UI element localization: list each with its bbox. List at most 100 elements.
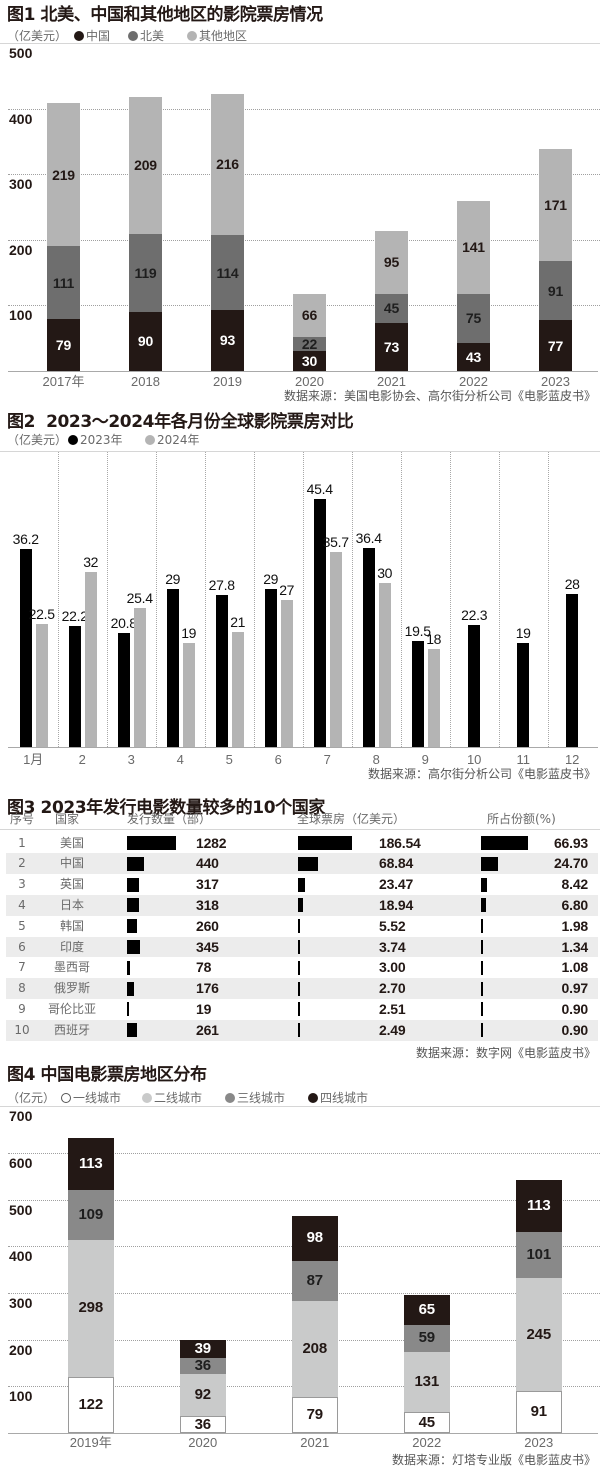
bar-segment: 30 bbox=[293, 351, 326, 371]
bar-value-label: 131 bbox=[414, 1373, 440, 1391]
y-axis-tick-label: 200 bbox=[9, 1341, 33, 1358]
bar bbox=[378, 583, 391, 747]
bar-value-label: 28 bbox=[564, 576, 580, 593]
films-count-value: 260 bbox=[196, 917, 219, 934]
rank-cell: 1 bbox=[18, 835, 26, 850]
y-axis-tick-label: 100 bbox=[9, 307, 33, 324]
country-cell: 俄罗斯 bbox=[53, 981, 90, 996]
bar-segment: 122 bbox=[68, 1376, 114, 1433]
bar-value-label: 79 bbox=[55, 337, 72, 354]
bar-value-label: 77 bbox=[547, 337, 564, 354]
bar-value-label: 18 bbox=[426, 630, 442, 647]
bar-value-label: 111 bbox=[52, 274, 75, 291]
bar-value-label: 298 bbox=[78, 1299, 104, 1317]
legend-item-label: 2023年 bbox=[80, 433, 123, 447]
legend-item-label: 其他地区 bbox=[199, 29, 248, 43]
bar-segment: 101 bbox=[516, 1231, 562, 1279]
rank-cell: 2 bbox=[18, 856, 26, 871]
bar-value-label: 29 bbox=[165, 570, 181, 587]
global-box-office-bar bbox=[298, 877, 305, 892]
bar bbox=[517, 643, 530, 747]
bar-value-label: 35.7 bbox=[322, 534, 349, 551]
global-box-office-bar bbox=[298, 898, 304, 913]
bar bbox=[362, 548, 375, 747]
bar-value-label: 73 bbox=[383, 339, 400, 356]
bar-segment: 75 bbox=[457, 293, 490, 343]
x-axis-category-label: 2021 bbox=[377, 374, 406, 389]
films-count-bar bbox=[127, 898, 140, 913]
y-axis-tick-label: 300 bbox=[9, 1294, 33, 1311]
bar-value-label: 95 bbox=[383, 254, 400, 271]
films-count-value: 1282 bbox=[196, 834, 227, 851]
table-row: 9 哥伦比亚 19 2.51 0.90 bbox=[6, 999, 598, 1020]
bar-value-label: 65 bbox=[418, 1300, 436, 1318]
bar-value-label: 29 bbox=[263, 570, 279, 587]
bar-value-label: 19 bbox=[181, 625, 197, 642]
bar bbox=[84, 572, 97, 747]
x-axis-month-label: 12 bbox=[564, 752, 580, 767]
global-box-office-value: 68.84 bbox=[379, 855, 414, 872]
x-axis-category-label: 2022 bbox=[459, 374, 488, 389]
figure-4-title: 图4 中国电影票房地区分布 bbox=[7, 1065, 207, 1085]
figure-2-legend: （亿美元） 2023年 2024年 bbox=[0, 433, 600, 447]
bar-segment: 79 bbox=[47, 319, 80, 371]
legend-item-label: 四线城市 bbox=[320, 1091, 369, 1105]
bar-value-label: 36 bbox=[194, 1415, 212, 1433]
legend-unit-label: （亿美元） bbox=[7, 433, 68, 447]
bar-value-label: 98 bbox=[306, 1229, 324, 1247]
bar-segment: 119 bbox=[129, 233, 162, 312]
bar-value-label: 27 bbox=[279, 581, 295, 598]
global-box-office-bar bbox=[298, 835, 352, 850]
bar-segment: 131 bbox=[404, 1352, 450, 1413]
month-separator bbox=[400, 452, 402, 747]
bar bbox=[133, 608, 146, 747]
bar-segment: 22 bbox=[293, 336, 326, 353]
bar-value-label: 92 bbox=[194, 1386, 212, 1404]
legend-item-label: 北美 bbox=[140, 29, 165, 43]
films-count-value: 261 bbox=[196, 1021, 219, 1038]
month-separator bbox=[204, 452, 206, 747]
figure-3-title: 图3 2023年发行电影数量较多的10个国家 bbox=[7, 798, 325, 818]
bar-segment: 65 bbox=[404, 1295, 450, 1325]
market-share-value: 0.97 bbox=[561, 980, 589, 997]
bar-segment: 73 bbox=[375, 323, 408, 371]
bar-value-label: 36.2 bbox=[12, 531, 39, 548]
films-count-bar bbox=[127, 960, 130, 975]
y-axis-tick-label: 400 bbox=[9, 1248, 33, 1265]
bar-value-label: 22 bbox=[301, 336, 318, 353]
market-share-value: 1.08 bbox=[561, 959, 589, 976]
x-axis-category-label: 2022 bbox=[412, 1435, 442, 1450]
bar-segment: 245 bbox=[516, 1278, 562, 1392]
legend-marker-icon bbox=[145, 435, 155, 445]
bar-segment: 113 bbox=[68, 1137, 114, 1190]
figure-2-top-rule bbox=[0, 451, 600, 452]
x-axis-month-label: 7 bbox=[323, 752, 331, 767]
bar-segment: 98 bbox=[292, 1215, 338, 1261]
bar-value-label: 216 bbox=[216, 156, 239, 173]
y-axis-tick-label: 600 bbox=[9, 1154, 33, 1171]
bar-segment: 92 bbox=[180, 1374, 226, 1417]
bar-segment: 90 bbox=[129, 311, 162, 371]
bar-value-label: 22.5 bbox=[28, 606, 55, 623]
global-box-office-value: 5.52 bbox=[379, 917, 406, 934]
bar-value-label: 75 bbox=[465, 310, 482, 327]
figure-1-legend: （亿美元） 中国 北美 其他地区 bbox=[0, 29, 600, 43]
films-count-bar bbox=[127, 1023, 137, 1038]
bar-segment: 79 bbox=[292, 1396, 338, 1433]
legend-unit-label: （亿美元） bbox=[7, 29, 68, 43]
x-axis-month-label: 9 bbox=[421, 752, 429, 767]
bar-value-label: 109 bbox=[78, 1205, 104, 1223]
legend-item-label: 三线城市 bbox=[237, 1091, 286, 1105]
legend-item: 三线城市 bbox=[225, 1091, 285, 1105]
country-cell: 墨西哥 bbox=[53, 960, 90, 975]
month-separator bbox=[449, 452, 451, 747]
global-box-office-value: 2.49 bbox=[379, 1021, 406, 1038]
market-share-value: 0.90 bbox=[561, 1001, 589, 1017]
legend-item: 其他地区 bbox=[187, 29, 247, 43]
horizontal-gridline bbox=[8, 1152, 600, 1154]
figure-4-legend: （亿元） 一线城市 二线城市 三线城市 四线城市 bbox=[0, 1091, 600, 1105]
bar-segment: 45 bbox=[404, 1412, 450, 1433]
legend-item: 一线城市 bbox=[61, 1091, 121, 1105]
bar-value-label: 45 bbox=[418, 1413, 436, 1431]
